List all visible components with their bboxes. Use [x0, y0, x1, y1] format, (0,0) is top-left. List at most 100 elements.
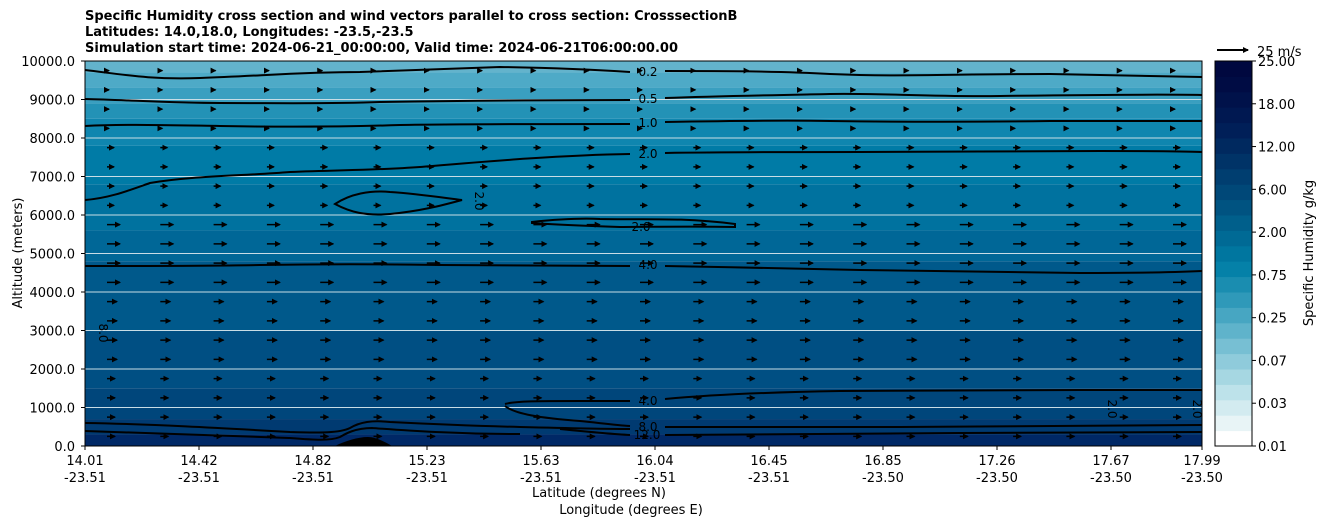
y-tick-label: 2000.0 [30, 363, 76, 378]
contour-4.0 [84, 263, 631, 267]
x-tick-label-lat: 15.23 [408, 454, 445, 469]
colorbar-segment [1215, 430, 1252, 447]
y-tick-label: 1000.0 [30, 402, 76, 417]
x-tick-label-lon: -23.51 [64, 471, 106, 486]
x-tick-label-lon: -23.50 [976, 471, 1018, 486]
contour-0.5-b [664, 92, 1203, 99]
colorbar-segment [1215, 261, 1252, 278]
terrain [335, 437, 392, 446]
contour-label: 0.2 [638, 65, 657, 79]
colorbar-segment [1215, 415, 1252, 432]
humidity-band [85, 230, 1202, 262]
x-tick-label-lat: 17.99 [1183, 454, 1220, 469]
x-tick-label-lon: -23.51 [406, 471, 448, 486]
colorbar-tick-label: 12.00 [1258, 141, 1295, 156]
quiver-key-label: 25 m/s [1257, 45, 1302, 60]
colorbar-segment [1215, 245, 1252, 262]
contour-12.0-b [664, 431, 1203, 436]
contour-bottom-1 [84, 420, 631, 434]
contour-8.0-b [665, 424, 1203, 428]
x-tick-label-lat: 14.42 [180, 454, 217, 469]
contour-label: 8.0 [96, 323, 110, 342]
y-tick-label: 4000.0 [30, 286, 76, 301]
colorbar-tick-label: 0.01 [1258, 440, 1287, 455]
x-tick-label-lat: 15.63 [522, 454, 559, 469]
colorbar-segment [1215, 276, 1252, 293]
contour-label: 8.0 [638, 420, 657, 434]
contour-4.0-b [664, 265, 1203, 275]
chart-title-line-1: Specific Humidity cross section and wind… [85, 9, 738, 24]
contour-label: 0.5 [638, 92, 657, 106]
contour-2.0 [84, 153, 631, 201]
colorbar-label: Specific Humidity g/kg [1302, 180, 1317, 326]
colorbar-tick-label: 2.00 [1258, 226, 1287, 241]
colorbar-segment [1215, 384, 1252, 401]
humidity-band [85, 434, 1202, 446]
colorbar-tick-label: 0.07 [1258, 354, 1287, 369]
x-tick-label-lon: -23.51 [748, 471, 790, 486]
colorbar-segment [1215, 230, 1252, 247]
y-tick-label: 10000.0 [21, 55, 75, 70]
colorbar-segment [1215, 369, 1252, 385]
contour-1.0 [84, 123, 631, 128]
x-tick-label-lon: -23.51 [634, 471, 676, 486]
colorbar-segment [1215, 292, 1252, 308]
x-tick-label-lat: 16.45 [750, 454, 787, 469]
contour-4.0-low [664, 388, 1202, 400]
x-tick-label-lat: 16.04 [636, 454, 673, 469]
contour-2.0-island [333, 190, 463, 216]
y-tick-label: 0.0 [54, 440, 75, 455]
y-tick-label: 3000.0 [30, 325, 76, 340]
quiver-key: 25 m/s [1217, 45, 1302, 60]
colorbar-segment [1215, 61, 1252, 77]
colorbar-segment [1215, 184, 1252, 201]
colorbar-segment [1215, 76, 1252, 93]
contour-8.0 [504, 405, 631, 427]
colorbar-segment [1215, 307, 1252, 324]
colorbar-tick-label: 0.03 [1258, 397, 1287, 412]
colorbar-segment [1215, 91, 1252, 108]
colorbar-tick-label: 0.25 [1258, 312, 1287, 327]
colorbar-segment [1215, 399, 1252, 416]
colorbar-segment [1215, 138, 1252, 154]
colorbar-tick-label: 18.00 [1258, 98, 1295, 113]
y-tick-label: 5000.0 [30, 248, 76, 263]
contour-4.0-low-a [504, 400, 630, 405]
humidity-band [85, 61, 1202, 73]
contour-label: 12.0 [634, 428, 661, 442]
x-tick-label-lat: 17.67 [1092, 454, 1129, 469]
humidity-band [85, 118, 1202, 146]
contour-label: 4.0 [638, 394, 657, 408]
colorbar-segment [1215, 338, 1252, 355]
colorbar-segment [1215, 107, 1252, 124]
contour-label: 4.0 [638, 258, 657, 272]
colorbar-tick-label: 25.00 [1258, 55, 1295, 70]
humidity-band [85, 388, 1202, 420]
y-axis-label: Altitude (meters) [11, 198, 26, 309]
colorbar-segment [1215, 215, 1252, 231]
x-tick-label-lat: 17.26 [978, 454, 1015, 469]
colorbar-segment [1215, 353, 1252, 370]
contour-label: 2.0 [472, 191, 486, 210]
contour-1.0-b [664, 119, 1202, 123]
contour-label: 2.0 [631, 220, 650, 234]
y-tick-label: 8000.0 [30, 132, 76, 147]
x-axis-label-longitude: Longitude (degrees E) [559, 503, 703, 518]
x-tick-label-lon: -23.51 [178, 471, 220, 486]
x-tick-label-lon: -23.50 [1090, 471, 1132, 486]
x-tick-label-lon: -23.51 [520, 471, 562, 486]
x-tick-label-lat: 14.01 [66, 454, 103, 469]
contour-label: 1.0 [638, 116, 657, 130]
x-tick-label-lon: -23.50 [862, 471, 904, 486]
contour-label: 2.0 [1105, 399, 1119, 418]
y-tick-label: 9000.0 [30, 94, 76, 109]
colorbar-segment [1215, 122, 1252, 139]
contour-0.2 [84, 65, 631, 80]
contour-label: 2.0 [638, 147, 657, 161]
x-tick-label-lon: -23.50 [1181, 471, 1223, 486]
y-tick-label: 7000.0 [30, 171, 76, 186]
colorbar-tick-label: 0.75 [1258, 269, 1287, 284]
colorbar-frame [1214, 60, 1253, 447]
y-tick-label: 6000.0 [30, 209, 76, 224]
